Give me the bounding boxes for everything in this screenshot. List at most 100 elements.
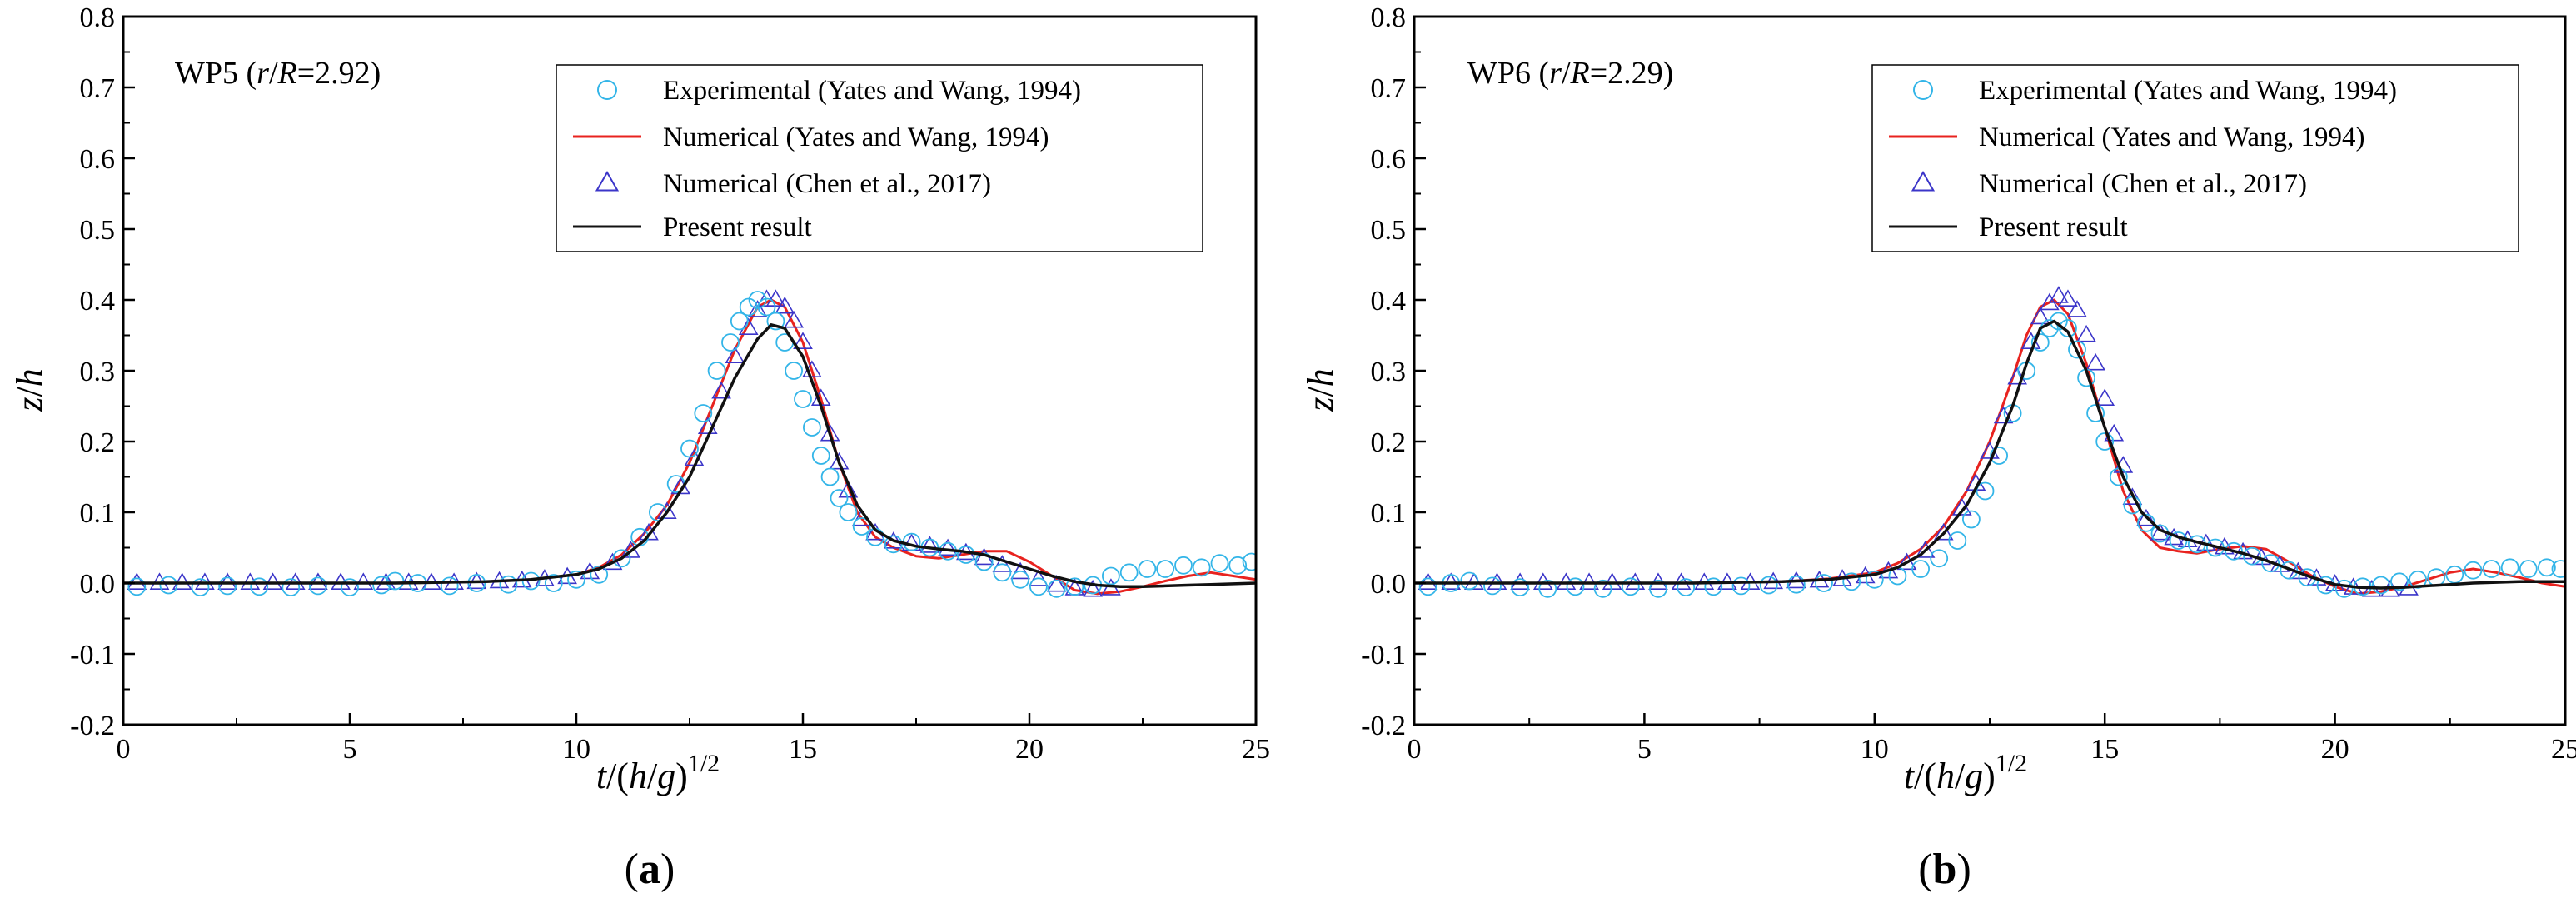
panel-a: 0 5 10 15 20 25 -0.2 -0.1 0.0 0.1 0.2 0.3 0.4 0.5 0.6 0…	[9, 2, 1270, 893]
series-present	[123, 323, 1256, 589]
chen-point	[376, 572, 396, 590]
y-tick-label: 0.8	[1371, 2, 1407, 33]
experimental-point	[1460, 571, 1479, 591]
chen-point	[829, 452, 850, 470]
chen-point	[127, 572, 147, 590]
experimental-point	[2280, 561, 2299, 580]
chen-point	[217, 572, 237, 590]
experimental-point	[694, 404, 713, 422]
chen-point	[2215, 536, 2235, 555]
chen-point	[172, 572, 192, 590]
panel-b-caption: (b)	[1918, 846, 1971, 893]
y-tick-label: -0.2	[1361, 711, 1406, 741]
chen-point	[1915, 541, 1936, 558]
experimental-point	[1156, 560, 1175, 578]
experimental-point	[2445, 565, 2464, 584]
y-tick-label: 0.4	[80, 286, 116, 317]
chen-point	[793, 332, 813, 349]
chen-point	[838, 480, 859, 498]
chen-point	[262, 572, 283, 590]
experimental-point	[1731, 576, 1751, 596]
panel-b-legend-label-yates-numerical: Numerical (Yates and Wang, 1994)	[1979, 122, 2365, 152]
panel-b-legend-circle-marker	[1913, 80, 1933, 100]
experimental-point	[590, 565, 609, 584]
experimental-point	[1930, 549, 1949, 568]
experimental-point	[127, 577, 147, 596]
y-tick-label: 0.7	[80, 73, 116, 104]
experimental-point	[1538, 579, 1557, 598]
x-tick-label: 25	[1242, 734, 1270, 765]
experimental-point	[1865, 570, 1884, 589]
experimental-point	[250, 577, 269, 596]
chen-point	[285, 572, 306, 590]
chen-point	[1487, 572, 1507, 590]
chen-point	[992, 555, 1013, 572]
experimental-point	[2334, 579, 2354, 598]
panel-b-plot-area	[1414, 286, 2565, 598]
x-tick-label: 0	[1408, 734, 1422, 765]
chen-point	[1532, 572, 1553, 590]
experimental-point	[2390, 572, 2409, 591]
series-line-present	[123, 323, 1256, 589]
y-tick-label: 0.3	[80, 357, 116, 387]
chen-point	[2095, 388, 2115, 406]
panel-a-x-axis-label: t/(h/g)1/2	[596, 750, 720, 796]
experimental-point	[1210, 554, 1229, 573]
panel-a-title: WP5 (r/R=2.92)	[175, 56, 381, 91]
experimental-point	[1483, 576, 1502, 596]
chen-point	[2030, 307, 2050, 325]
experimental-point	[2086, 404, 2105, 422]
experimental-point	[218, 576, 237, 596]
chen-point	[1441, 572, 1462, 590]
chen-point	[738, 317, 759, 335]
chen-point	[149, 572, 170, 590]
chen-point	[1010, 561, 1030, 580]
experimental-point	[757, 297, 776, 317]
y-tick-label: 0.1	[80, 498, 116, 529]
chen-point	[747, 300, 768, 317]
y-tick-label: 0.6	[1371, 144, 1407, 175]
experimental-point	[2537, 558, 2556, 577]
experimental-point	[499, 575, 518, 594]
experimental-point	[1911, 560, 1931, 578]
experimental-point	[440, 576, 459, 596]
experimental-point	[1566, 577, 1585, 596]
x-tick-label: 5	[1637, 734, 1652, 765]
experimental-point	[1786, 575, 1806, 594]
experimental-point	[1418, 577, 1437, 596]
chen-point	[2136, 508, 2156, 526]
chen-point	[1083, 579, 1103, 597]
chen-point	[1556, 572, 1577, 590]
experimental-point	[1119, 563, 1139, 582]
panel-a-legend-box	[556, 64, 1203, 252]
experimental-point	[852, 517, 871, 536]
experimental-point	[707, 362, 726, 380]
chen-point	[775, 296, 795, 314]
chen-point	[1579, 572, 1599, 590]
experimental-point	[1842, 572, 1861, 591]
chen-point	[1933, 522, 1954, 541]
experimental-point	[159, 576, 178, 595]
experimental-point	[1704, 577, 1723, 596]
experimental-point	[1976, 481, 1995, 501]
experimental-point	[739, 297, 758, 317]
panel-b-legend-label-experimental: Experimental (Yates and Wang, 1994)	[1979, 76, 2397, 106]
chen-point	[765, 289, 786, 307]
experimental-point	[2371, 576, 2390, 595]
panel-b-legend-triangle-marker	[1911, 170, 1936, 192]
experimental-point	[1961, 510, 1981, 529]
chen-point	[331, 572, 351, 590]
experimental-point	[2261, 554, 2280, 573]
experimental-point	[748, 291, 767, 309]
x-tick-label: 15	[2090, 734, 2119, 765]
series-line-present	[1414, 319, 2565, 590]
experimental-point	[803, 418, 821, 437]
experimental-point	[372, 576, 391, 595]
x-tick-label: 20	[1015, 734, 1044, 765]
chen-point	[1046, 574, 1067, 592]
experimental-point	[1065, 577, 1084, 596]
experimental-point	[612, 549, 631, 568]
y-tick-label: 0.7	[1371, 73, 1407, 104]
